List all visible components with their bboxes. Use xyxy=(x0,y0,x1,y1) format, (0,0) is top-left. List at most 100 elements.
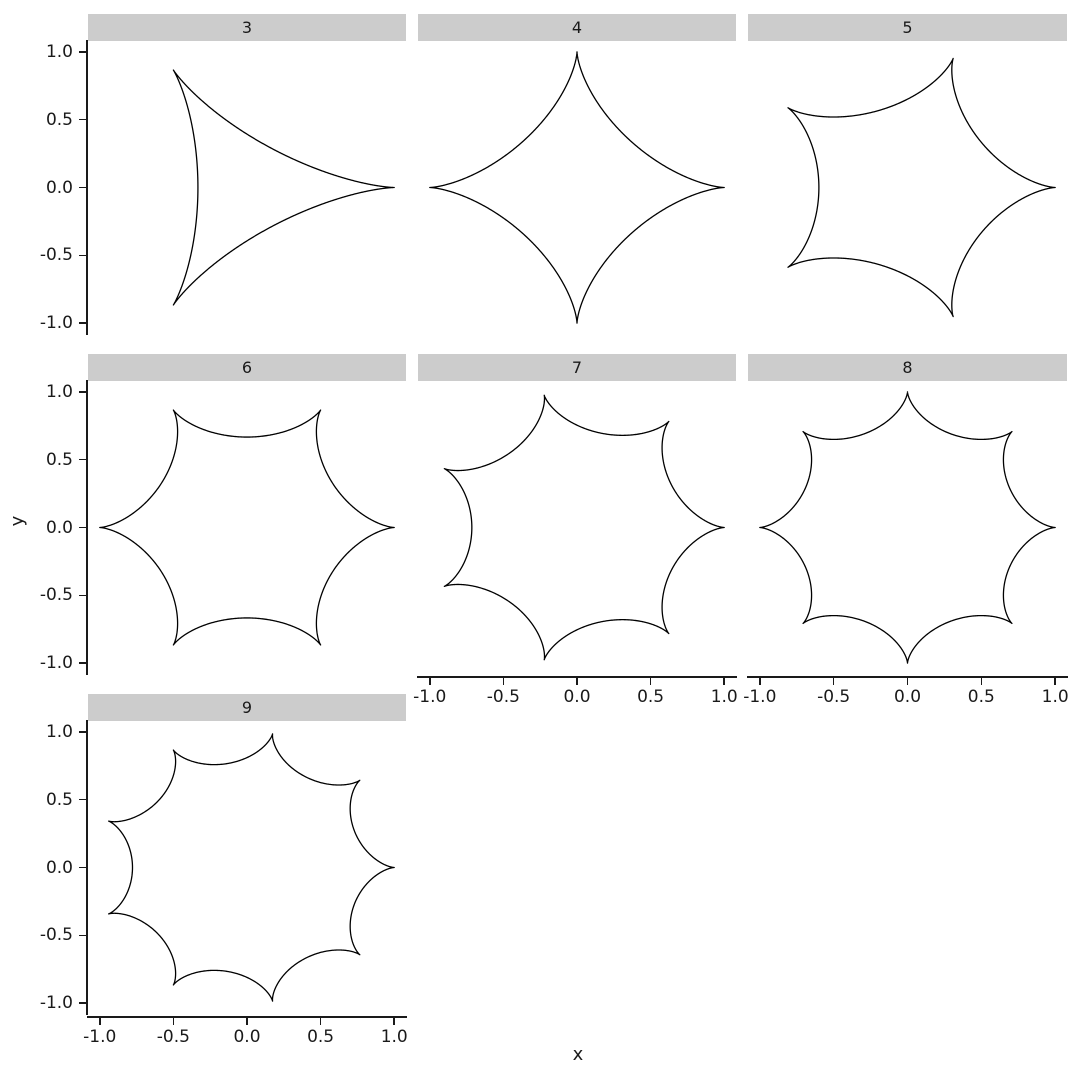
y-ticklabel-0.0: 0.0 xyxy=(45,857,73,878)
y-ticklabel-0.0: 0.0 xyxy=(45,517,73,538)
facet-panel-8: 8 xyxy=(748,354,1067,674)
x-ticklabel-0.5: 0.5 xyxy=(637,686,665,707)
x-tick-0.5 xyxy=(649,677,652,685)
x-ticklabel-0.0: 0.0 xyxy=(233,1026,261,1047)
curve-canvas-4 xyxy=(429,51,725,324)
x-ticklabel--1.0: -1.0 xyxy=(743,686,777,707)
curve-canvas-9 xyxy=(108,733,395,1002)
x-ticklabel--0.5: -0.5 xyxy=(817,686,851,707)
x-axis-title: x xyxy=(572,1044,584,1065)
y-ticklabel-1.0: 1.0 xyxy=(45,41,73,62)
x-ticklabel-1.0: 1.0 xyxy=(710,686,738,707)
facet-strip-label: 3 xyxy=(241,17,253,37)
y-tick-0.0 xyxy=(79,526,86,529)
x-tick--1.0 xyxy=(428,677,431,685)
x-tick-1.0 xyxy=(723,677,726,685)
x-tick-0.0 xyxy=(246,1017,248,1025)
y-ticklabel--0.5: -0.5 xyxy=(39,585,73,606)
facet-strip-label: 7 xyxy=(571,357,583,377)
curve-path-n6 xyxy=(99,409,395,646)
facet-strip-label: 6 xyxy=(241,357,253,377)
facet-plot-area-5 xyxy=(748,41,1067,334)
curve-path-n5 xyxy=(787,57,1056,318)
facet-strip-label: 9 xyxy=(241,697,253,717)
y-tick--0.5 xyxy=(79,934,86,937)
facet-plot-area-7 xyxy=(418,381,736,674)
x-ticklabel--1.0: -1.0 xyxy=(83,1026,117,1047)
x-axis-line-9 xyxy=(87,1016,407,1018)
x-ticklabel-0.0: 0.0 xyxy=(893,686,922,707)
facet-panel-4: 4 xyxy=(418,14,736,334)
x-ticklabel--0.5: -0.5 xyxy=(486,686,520,707)
facet-panel-5: 5 xyxy=(748,14,1067,334)
x-tick-0.0 xyxy=(906,677,909,685)
y-ticklabel--1.0: -1.0 xyxy=(39,993,73,1014)
y-ticklabel-0.5: 0.5 xyxy=(45,449,73,470)
y-tick-0.5 xyxy=(79,458,86,461)
y-tick-1.0 xyxy=(79,731,86,733)
x-ticklabel--1.0: -1.0 xyxy=(413,686,447,707)
x-tick--0.5 xyxy=(832,677,835,685)
x-tick-0.0 xyxy=(576,677,578,685)
y-ticklabel-0.5: 0.5 xyxy=(45,109,73,130)
facet-strip-7: 7 xyxy=(418,354,736,381)
x-tick-1.0 xyxy=(1054,677,1056,685)
facet-panel-9: 9 xyxy=(88,694,406,1014)
curve-canvas-6 xyxy=(99,409,395,646)
curve-canvas-8 xyxy=(759,391,1056,664)
curve-path-n4 xyxy=(429,51,725,324)
y-tick-0.0 xyxy=(79,866,86,869)
facet-plot-area-9 xyxy=(88,721,406,1014)
y-axis-line-6 xyxy=(86,380,88,675)
x-ticklabel-0.5: 0.5 xyxy=(307,1026,335,1047)
x-tick--0.5 xyxy=(172,1017,175,1025)
y-ticklabel-1.0: 1.0 xyxy=(45,721,73,742)
y-tick--1.0 xyxy=(79,1002,86,1004)
x-ticklabel--0.5: -0.5 xyxy=(156,1026,190,1047)
y-ticklabel--1.0: -1.0 xyxy=(39,313,73,334)
facet-strip-6: 6 xyxy=(88,354,406,381)
y-axis-line-9 xyxy=(86,720,88,1015)
facet-strip-8: 8 xyxy=(748,354,1067,381)
x-tick-0.5 xyxy=(319,1017,322,1025)
facet-panel-7: 7 xyxy=(418,354,736,674)
facet-plot-area-8 xyxy=(748,381,1067,674)
y-tick-0.0 xyxy=(79,186,86,189)
x-tick-1.0 xyxy=(393,1017,396,1025)
y-tick-1.0 xyxy=(79,391,86,393)
y-tick-0.5 xyxy=(79,798,86,801)
y-tick--0.5 xyxy=(79,254,86,257)
facet-plot-area-6 xyxy=(88,381,406,674)
facet-plot-area-4 xyxy=(418,41,736,334)
x-ticklabel-0.0: 0.0 xyxy=(563,686,591,707)
y-tick--1.0 xyxy=(79,662,86,664)
y-ticklabel--0.5: -0.5 xyxy=(39,925,73,946)
y-tick-0.5 xyxy=(79,118,86,121)
facet-strip-4: 4 xyxy=(418,14,736,41)
y-ticklabel-0.0: 0.0 xyxy=(45,177,73,198)
y-tick--1.0 xyxy=(79,322,86,324)
x-ticklabel-1.0: 1.0 xyxy=(1041,686,1069,707)
y-ticklabel-0.5: 0.5 xyxy=(45,789,73,810)
y-ticklabel--1.0: -1.0 xyxy=(39,653,73,674)
x-ticklabel-1.0: 1.0 xyxy=(380,1026,408,1047)
curve-path-n3 xyxy=(172,69,395,306)
y-tick--0.5 xyxy=(79,594,86,597)
facet-panel-3: 3 xyxy=(88,14,406,334)
curve-canvas-7 xyxy=(443,394,725,661)
facet-plot-area-3 xyxy=(88,41,406,334)
curve-path-n7 xyxy=(443,394,725,661)
curve-path-n9 xyxy=(108,733,395,1002)
curve-canvas-3 xyxy=(172,69,395,306)
facet-strip-label: 4 xyxy=(571,17,583,37)
y-axis-line-3 xyxy=(86,40,88,335)
x-axis-line-8 xyxy=(747,676,1068,678)
facet-strip-label: 8 xyxy=(902,357,913,377)
facet-strip-5: 5 xyxy=(748,14,1067,41)
y-tick-1.0 xyxy=(79,51,86,53)
x-tick--0.5 xyxy=(502,677,505,685)
x-tick-0.5 xyxy=(980,677,983,685)
curve-canvas-5 xyxy=(787,57,1056,318)
